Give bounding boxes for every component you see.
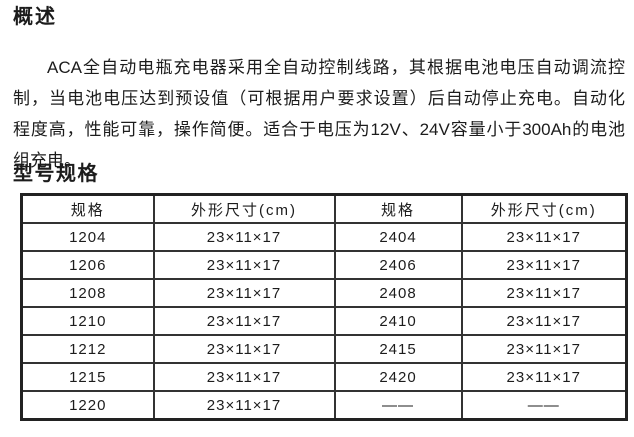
table-row: 1210 23×11×17 2410 23×11×17 [20, 306, 628, 336]
table-cell: 23×11×17 [460, 334, 628, 364]
table-cell: 2410 [333, 306, 463, 336]
table-header-cell: 规格 [333, 193, 463, 224]
table-cell: 1220 [20, 390, 155, 421]
paragraph-line-1: ACA全自动电瓶充电器采用全自动控制线路，其根据电池电压自动调流控 [47, 58, 625, 77]
table-row: 1212 23×11×17 2415 23×11×17 [20, 334, 628, 364]
paragraph-line-3: 程度高，性能可靠，操作简便。适合于电压为12V、24V容量小于300Ah的电池 [13, 120, 625, 139]
table-cell: 23×11×17 [152, 362, 336, 392]
table-row: 1206 23×11×17 2406 23×11×17 [20, 250, 628, 280]
table-row: 1204 23×11×17 2404 23×11×17 [20, 222, 628, 252]
model-spec-table: 规格 外形尺寸(cm) 规格 外形尺寸(cm) 1204 23×11×17 2404 23×… [20, 193, 628, 421]
overview-paragraph: ACA全自动电瓶充电器采用全自动控制线路，其根据电池电压自动调流控 制，当电池电… [13, 52, 625, 176]
paragraph-line-4: 组充电。 [13, 151, 81, 170]
table-header-row: 规格 外形尺寸(cm) 规格 外形尺寸(cm) [20, 193, 628, 224]
table-row: 1220 23×11×17 —— —— [20, 390, 628, 421]
table-header-cell: 外形尺寸(cm) [152, 193, 336, 224]
table-cell: 23×11×17 [460, 278, 628, 308]
overview-heading: 概述 [13, 6, 57, 28]
table-cell: 23×11×17 [152, 278, 336, 308]
table-cell: —— [460, 390, 628, 421]
table-body: 1204 23×11×17 2404 23×11×17 1206 23×11×17 2406… [20, 222, 628, 421]
table-cell: 23×11×17 [152, 250, 336, 280]
table-cell: 23×11×17 [152, 222, 336, 252]
table-header-cell: 外形尺寸(cm) [460, 193, 628, 224]
table-cell: 2415 [333, 334, 463, 364]
table-header-cell: 规格 [20, 193, 155, 224]
table-cell: 1212 [20, 334, 155, 364]
table-cell: 1206 [20, 250, 155, 280]
table-row: 1208 23×11×17 2408 23×11×17 [20, 278, 628, 308]
table-cell: 23×11×17 [460, 362, 628, 392]
table-cell: —— [333, 390, 463, 421]
table-cell: 23×11×17 [460, 250, 628, 280]
table-cell: 2406 [333, 250, 463, 280]
table-cell: 1210 [20, 306, 155, 336]
table-row: 1215 23×11×17 2420 23×11×17 [20, 362, 628, 392]
table-cell: 1208 [20, 278, 155, 308]
table-cell: 2420 [333, 362, 463, 392]
model-spec-heading: 型号规格 [13, 163, 99, 185]
table-cell: 1204 [20, 222, 155, 252]
table-cell: 2408 [333, 278, 463, 308]
table-cell: 23×11×17 [152, 334, 336, 364]
table-cell: 23×11×17 [152, 306, 336, 336]
table-cell: 2404 [333, 222, 463, 252]
table-cell: 23×11×17 [460, 222, 628, 252]
table-cell: 23×11×17 [152, 390, 336, 421]
table-cell: 23×11×17 [460, 306, 628, 336]
table-cell: 1215 [20, 362, 155, 392]
paragraph-line-2: 制，当电池电压达到预设值（可根据用户要求设置）后自动停止充电。自动化 [13, 89, 625, 108]
